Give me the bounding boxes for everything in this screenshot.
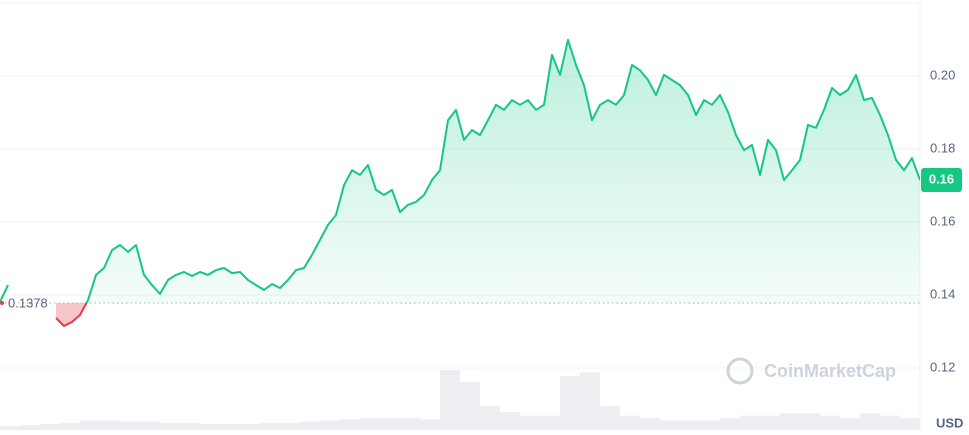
volume-bar [440, 370, 460, 430]
volume-bar [600, 406, 620, 430]
volume-bar [460, 382, 480, 430]
y-tick-label: 0.16 [930, 213, 955, 228]
volume-bar [240, 424, 260, 430]
watermark-text: CoinMarketCap [764, 361, 896, 381]
volume-bar [220, 424, 240, 430]
volume-bar [180, 422, 200, 430]
volume-bar [100, 420, 120, 430]
y-tick-label: 0.20 [930, 67, 955, 82]
volume-bar [420, 419, 440, 430]
volume-bar [620, 415, 640, 430]
volume-bar [320, 420, 340, 430]
volume-bar [840, 418, 860, 430]
volume-bar [780, 413, 800, 430]
volume-bar [40, 424, 60, 430]
volume-bar [700, 420, 720, 430]
baseline-label: 0.1378 [8, 295, 48, 310]
volume-bar [360, 418, 380, 430]
currency-label: USD [936, 415, 963, 430]
volume-bar [20, 425, 40, 430]
volume-bar [740, 415, 760, 430]
volume-bar [640, 418, 660, 430]
volume-bar [900, 418, 920, 430]
volume-bar [540, 415, 560, 430]
price-line-up [0, 38, 920, 303]
volume-bar [680, 420, 700, 430]
watermark-logo [726, 357, 754, 385]
y-tick-label: 0.12 [930, 359, 955, 374]
baseline-marker [0, 300, 4, 305]
volume-bar [660, 420, 680, 430]
volume-bar [60, 422, 80, 430]
volume-bar [300, 421, 320, 430]
y-tick-label: 0.18 [930, 140, 955, 155]
volume-bar [260, 422, 280, 430]
current-price-badge [921, 168, 962, 193]
volume-bar [820, 415, 840, 430]
volume-bar [880, 415, 900, 430]
volume-bar [800, 413, 820, 430]
volume-bar [0, 426, 20, 430]
volume-bar [520, 415, 540, 430]
volume-bar [200, 424, 220, 430]
volume-bar [500, 412, 520, 430]
volume-bar [760, 415, 780, 430]
current-price-label: 0.16 [929, 171, 954, 186]
volume-bar [80, 420, 100, 430]
volume-bar [340, 419, 360, 430]
volume-bar [160, 422, 180, 430]
volume-bar [400, 418, 420, 430]
area-above-baseline [0, 39, 920, 303]
volume-bar [720, 418, 740, 430]
volume-bar [560, 376, 580, 430]
volume-bar [120, 421, 140, 430]
volume-bar [480, 406, 500, 430]
volume-bar [380, 418, 400, 430]
watermark: CoinMarketCap [726, 357, 896, 385]
volume-bar [280, 422, 300, 430]
volume-bar [580, 372, 600, 430]
volume-bar [140, 421, 160, 430]
volume-bar [860, 413, 880, 430]
y-tick-label: 0.14 [930, 286, 955, 301]
